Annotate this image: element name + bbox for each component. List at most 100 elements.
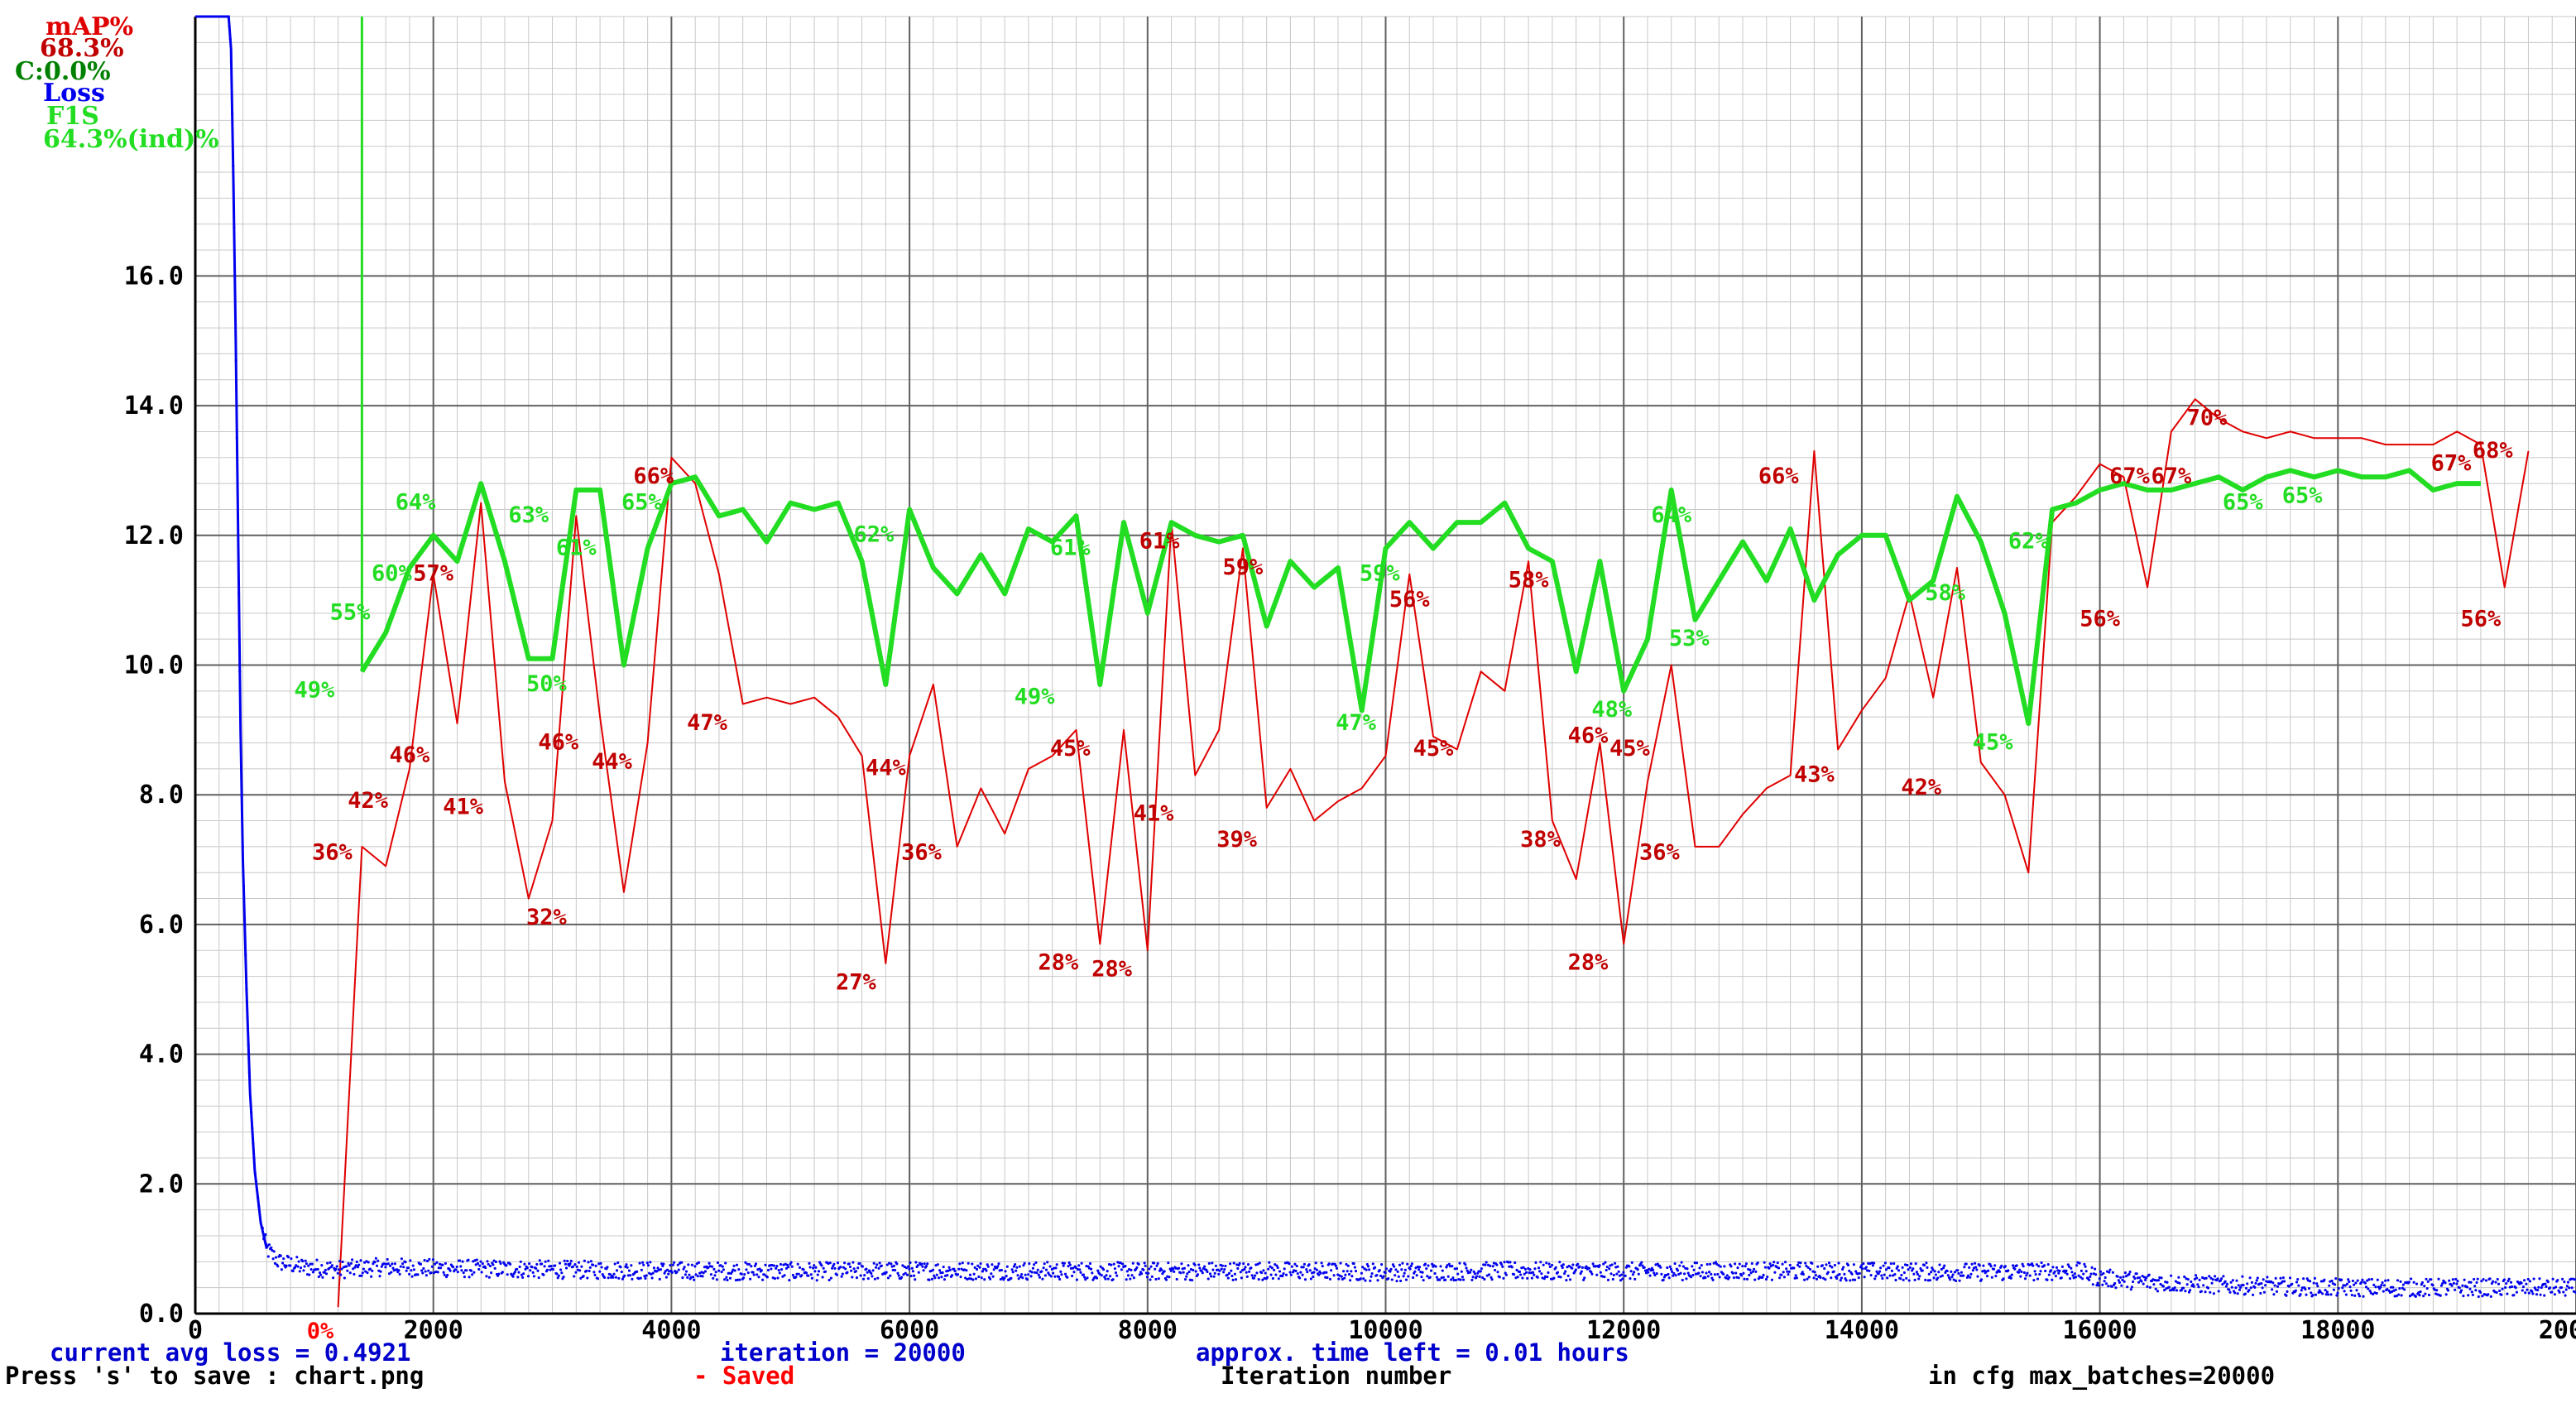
f1-point-label: 45% [1973,729,2014,755]
y-tick-label: 16.0 [124,262,184,291]
map-point-label: 56% [2461,606,2502,632]
map-point-label: 45% [1609,736,1651,762]
map-point-label: 46% [1568,723,1609,749]
map-point-label: 46% [538,729,579,755]
f1-point-label: 50% [526,671,568,697]
map-point-label: 46% [390,742,431,768]
map-point-label: 45% [1050,736,1091,762]
map-point-label: 44% [592,749,633,775]
x-tick-label: 0 [188,1316,203,1345]
map-point-label: 66% [633,464,674,489]
legend-loss-label: Loss [43,79,105,108]
series-loss-line [195,15,268,1250]
footer-avg-loss: current avg loss = 0.4921 [50,1338,411,1367]
f1-point-label: 61% [1050,535,1091,560]
f1-point-label: 53% [1669,626,1710,651]
f1-point-label: 49% [1015,685,1056,710]
footer-time-left: approx. time left = 0.01 hours [1196,1338,1629,1367]
x-tick-label: 14000 [1825,1316,1899,1345]
legend-f1-value: 64.3%(ind)% [43,125,219,154]
series-loss-points [212,15,2576,1298]
map-point-label: 45% [1413,736,1455,762]
axes: 0.0 2.0 4.0 6.0 8.0 10.0 12.0 14.0 16.0 0 2000 4000… [124,17,2576,1345]
map-point-label: 59% [1222,555,1264,580]
map-point-label: 32% [526,905,568,930]
map-point-label: 36% [312,840,353,866]
f1-point-label: 64% [396,489,437,515]
f1-point-label: 65% [621,489,663,515]
legend-map-label: mAP% [46,12,133,41]
map-point-label: 43% [1794,762,1835,788]
f1-point-label: 47% [1336,710,1377,736]
map-point-label: 67% [2109,464,2151,489]
legend-map-value: 68.3% [40,34,124,63]
f1-point-label: 65% [2282,483,2324,509]
x-tick-label: 12000 [1586,1316,1661,1345]
y-tick-label: 14.0 [124,392,184,420]
f1-point-label: 64% [1651,502,1692,528]
f1-point-label: 63% [508,502,549,528]
footer-max-batches: in cfg max_batches=20000 [1928,1362,2275,1390]
f1-point-label: 48% [1591,697,1633,723]
map-point-label: 41% [1134,801,1175,827]
map-point-label: 42% [348,788,389,814]
map-point-label: 36% [901,840,943,866]
f1-point-label: 62% [854,522,895,548]
map-point-label: 68% [2473,438,2514,464]
y-tick-label: 6.0 [139,911,184,939]
x-tick-label: 8000 [1118,1316,1178,1345]
map-point-label: 67% [2431,450,2473,476]
map-point-label: 42% [1901,775,1942,800]
point-labels: 36%42%46%57%41%32%46%44%66%47%44%27%36%4… [294,406,2513,1344]
f1-point-label: 58% [1925,580,1966,606]
x-tick-label: 4000 [641,1316,701,1345]
x-tick-label: 2000 [404,1316,463,1345]
map-point-label: 66% [1758,464,1800,489]
footer-save-hint: Press 's' to save : chart.png [5,1362,424,1390]
x-axis-title: Iteration number [1221,1362,1451,1390]
x-tick-label: 16000 [2062,1316,2137,1345]
map-point-label: 57% [413,561,454,587]
footer-iteration: iteration = 20000 [720,1338,966,1367]
map-point-label: 56% [2080,606,2121,632]
x-tick-label: 20000 [2539,1316,2576,1345]
x-tick-label: 6000 [880,1316,939,1345]
y-tick-label: 8.0 [139,781,184,810]
legend: mAP% 68.3% C:0.0% Loss F1S 64.3%(ind)% [15,12,219,154]
map-point-label: 58% [1509,567,1550,593]
f1-point-label: 65% [2223,489,2264,515]
map-point-label: 27% [836,969,877,995]
legend-f1-label: F1S [46,102,99,131]
y-tick-label: 12.0 [124,521,184,550]
series-f1-line [359,468,2481,726]
map-point-label: 41% [443,795,484,820]
y-tick-label: 10.0 [124,651,184,680]
map-point-label: 44% [866,756,907,781]
f1-point-label: 60% [372,561,413,587]
map-point-label: 38% [1520,827,1561,853]
f1-point-label: 49% [294,678,335,704]
map-point-label: 47% [687,710,728,736]
map-start-label: 0% [307,1319,334,1344]
map-point-label: 28% [1039,950,1080,976]
map-point-label: 28% [1568,950,1609,976]
footer-save-status: - Saved [693,1362,794,1390]
f1-point-label: 62% [2008,528,2050,554]
f1-point-label: 59% [1360,561,1401,587]
map-point-label: 28% [1091,957,1133,983]
map-point-label: 36% [1639,840,1681,866]
map-point-label: 70% [2187,406,2228,431]
map-point-label: 56% [1389,587,1431,613]
grid [194,16,2576,1314]
map-point-label: 61% [1139,528,1181,554]
series [195,15,2576,1308]
map-point-label: 67% [2151,464,2193,489]
series-map-line [337,398,2530,1308]
map-point-label: 39% [1216,827,1258,853]
legend-conf: C:0.0% [15,57,111,86]
f1-point-label: 55% [330,600,372,626]
x-tick-label: 18000 [2300,1316,2375,1345]
footer: current avg loss = 0.4921 iteration = 20… [5,1338,2275,1390]
f1-point-label: 61% [556,535,597,560]
